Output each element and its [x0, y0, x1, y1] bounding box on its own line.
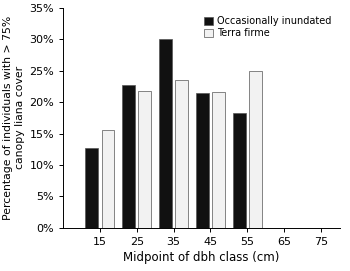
Bar: [159, 40, 172, 228]
Bar: [85, 148, 98, 228]
Bar: [122, 85, 135, 228]
Bar: [196, 93, 209, 228]
Bar: [175, 80, 188, 228]
X-axis label: Midpoint of dbh class (cm): Midpoint of dbh class (cm): [123, 251, 279, 264]
Legend: Occasionally inundated, Terra firme: Occasionally inundated, Terra firme: [201, 13, 335, 41]
Bar: [233, 113, 246, 228]
Bar: [102, 130, 114, 228]
Bar: [249, 71, 262, 228]
Y-axis label: Percentage of individuals with > 75%
canopy liana cover: Percentage of individuals with > 75% can…: [4, 16, 25, 220]
Bar: [212, 92, 225, 228]
Bar: [138, 91, 151, 228]
